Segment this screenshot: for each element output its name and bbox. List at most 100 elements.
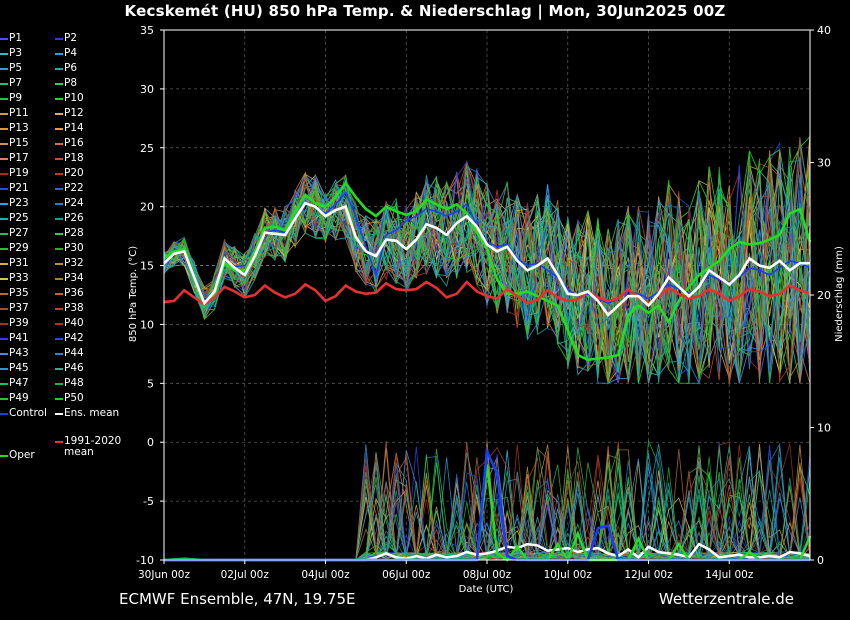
legend-label: P16 <box>64 137 84 149</box>
x-tick-label: 12Jul 00z <box>624 569 673 581</box>
legend-swatch <box>55 353 63 355</box>
legend-swatch <box>0 158 8 160</box>
temp-oper <box>163 180 812 362</box>
legend-label: Control <box>9 407 47 419</box>
y-tick-label: 25 <box>140 142 154 155</box>
x-axis-label: Date (UTC) <box>459 584 514 595</box>
legend-label: P45 <box>9 362 29 374</box>
legend-label: P49 <box>9 392 29 404</box>
legend-swatch <box>0 68 8 70</box>
legend-label: P9 <box>9 92 23 104</box>
y-tick-label: 10 <box>140 318 154 331</box>
legend-label: P24 <box>64 197 84 209</box>
y2-tick-label: 0 <box>817 554 824 567</box>
legend-swatch <box>55 38 63 40</box>
legend-swatch <box>55 293 63 295</box>
legend-label: P18 <box>64 152 84 164</box>
legend-swatch <box>0 455 8 457</box>
legend-swatch <box>55 263 63 265</box>
x-tick-label: 06Jul 00z <box>382 569 431 581</box>
source-credit: Wetterzentrale.de <box>658 590 794 608</box>
legend-label: P33 <box>9 272 29 284</box>
legend-swatch <box>0 308 8 310</box>
model-info: ECMWF Ensemble, 47N, 19.75E <box>119 590 356 608</box>
legend-swatch <box>0 293 8 295</box>
legend-label: P13 <box>9 122 29 134</box>
legend-climate-line2: mean <box>64 446 94 458</box>
legend-label: P21 <box>9 182 29 194</box>
legend-swatch <box>55 113 63 115</box>
legend-swatch <box>0 143 8 145</box>
legend-label: P10 <box>64 92 84 104</box>
legend-label: P50 <box>64 392 84 404</box>
chart-title: Kecskemét (HU) 850 hPa Temp. & Niedersch… <box>124 2 726 20</box>
legend-swatch <box>0 38 8 40</box>
legend-swatch <box>0 263 8 265</box>
legend-label: P37 <box>9 302 29 314</box>
y-tick-label: 5 <box>147 377 154 390</box>
legend-swatch <box>55 398 63 400</box>
legend-label: P12 <box>64 107 84 119</box>
legend-swatch <box>0 278 8 280</box>
y-tick-label: 20 <box>140 201 154 214</box>
legend-swatch <box>55 128 63 130</box>
legend-swatch <box>55 203 63 205</box>
x-tick-label: 14Jul 00z <box>705 569 754 581</box>
legend-label: P35 <box>9 287 29 299</box>
legend-label: P2 <box>64 32 78 44</box>
legend-label: P25 <box>9 212 29 224</box>
legend-swatch <box>55 233 63 235</box>
member-temp-line <box>163 172 811 384</box>
y2-tick-label: 40 <box>817 24 831 37</box>
legend-swatch <box>55 413 63 415</box>
legend-label: P42 <box>64 332 84 344</box>
legend-swatch <box>0 413 8 415</box>
legend-swatch <box>55 308 63 310</box>
legend-label: P6 <box>64 62 78 74</box>
y-tick-label: -10 <box>136 554 154 567</box>
legend-label: P41 <box>9 332 29 344</box>
legend-label: P44 <box>64 347 84 359</box>
temp-ens-mean <box>163 201 810 317</box>
legend-swatch <box>0 248 8 250</box>
legend-label: P19 <box>9 167 29 179</box>
x-tick-label: 08Jul 00z <box>463 569 512 581</box>
legend-label: P47 <box>9 377 29 389</box>
y-tick-label: 30 <box>140 83 154 96</box>
legend-label: Ens. mean <box>64 407 120 419</box>
legend-label: P38 <box>64 302 84 314</box>
legend-swatch <box>0 353 8 355</box>
legend-label: P43 <box>9 347 29 359</box>
y2-tick-label: 10 <box>817 422 831 435</box>
y2-tick-label: 30 <box>817 157 831 170</box>
member-temp-line <box>163 147 811 384</box>
x-tick-label: 04Jul 00z <box>301 569 350 581</box>
legend-label: P26 <box>64 212 84 224</box>
legend-label: P17 <box>9 152 29 164</box>
y-axis-label: 850 hPa Temp. (°C) <box>128 246 139 342</box>
legend-swatch <box>55 143 63 145</box>
legend-swatch <box>0 83 8 85</box>
legend-swatch <box>55 83 63 85</box>
legend-label: P28 <box>64 227 84 239</box>
legend-label: 1991-2020 <box>64 435 122 447</box>
y2-tick-label: 20 <box>817 289 831 302</box>
legend-swatch <box>55 383 63 385</box>
member-temp-line <box>163 169 811 384</box>
x-tick-label: 02Jul 00z <box>221 569 270 581</box>
legend-label: P27 <box>9 227 29 239</box>
legend-swatch <box>55 218 63 220</box>
legend-swatch <box>0 53 8 55</box>
y-tick-label: 15 <box>140 260 154 273</box>
legend-label: P30 <box>64 242 84 254</box>
y-tick-label: 0 <box>147 436 154 449</box>
legend-label: P34 <box>64 272 84 284</box>
legend-swatch <box>55 441 63 443</box>
legend-swatch <box>0 398 8 400</box>
ensemble-members <box>163 133 811 386</box>
legend-label: P3 <box>9 47 23 59</box>
legend-label: P7 <box>9 77 23 89</box>
legend-swatch <box>0 323 8 325</box>
legend-label: P32 <box>64 257 84 269</box>
legend-label: P1 <box>9 32 23 44</box>
